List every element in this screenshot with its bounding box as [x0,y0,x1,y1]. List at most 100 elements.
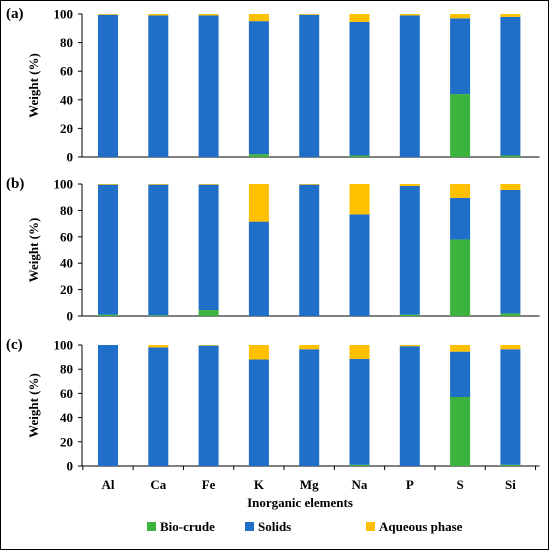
x-tick-label: Fe [202,477,216,492]
bar-solids-k [248,359,269,466]
legend-label: Solids [258,519,291,534]
bar-bio-crude-s [450,239,471,316]
bar-solids-s [450,18,471,95]
bar-bio-crude-al [98,314,118,316]
y-tick-label: 100 [54,7,74,22]
bar-aqueous-phase-s [450,345,471,352]
y-tick-label: 40 [60,92,73,107]
bar-aqueous-phase-fe [198,184,219,185]
y-tick-label: 80 [60,362,73,377]
bar-solids-al [98,14,118,158]
y-tick-label: 60 [60,64,73,79]
bar-aqueous-phase-ca [148,345,169,348]
bar-solids-fe [198,345,219,466]
x-tick-label: Si [505,477,516,492]
x-tick-label: Al [102,477,115,492]
bar-bio-crude-si [500,155,521,157]
bar-solids-p [399,185,420,315]
bar-solids-fe [198,184,219,311]
y-tick-label: 80 [60,35,73,50]
bar-solids-ca [148,15,169,158]
panel-label: (c) [6,337,23,353]
chart-panels: (a) Weight (%) 0 20 40 60 80 100 (b) Weight (%) 0 2… [6,6,540,474]
y-tick-label: 20 [60,282,73,297]
bar-bio-crude-s [450,94,471,157]
y-tick-label: 0 [67,150,74,165]
bar-aqueous-phase-na [349,345,370,359]
bar-solids-na [349,358,370,465]
legend: Bio-crude Solids Aqueous phase [147,519,463,534]
y-tick-label: 60 [60,386,73,401]
bar-solids-si [500,349,521,465]
bar-aqueous-phase-p [399,184,420,186]
x-tick-label: Mg [300,477,319,492]
bar-solids-s [450,351,471,398]
panel-label: (b) [6,176,24,192]
y-tick-label: 40 [60,410,73,425]
y-tick-label: 20 [60,121,73,136]
bar-solids-p [399,346,420,466]
bar-aqueous-phase-mg [299,14,320,15]
legend-item-solids: Solids [245,519,291,534]
bar-aqueous-phase-s [450,184,471,198]
legend-item-bio-crude: Bio-crude [147,519,215,534]
panel-label: (a) [6,6,24,22]
x-tick-label: Na [352,477,368,492]
legend-item-aqueous-phase: Aqueous phase [366,519,463,534]
legend-swatch [245,522,254,531]
y-tick-label: 80 [60,203,73,218]
bar-bio-crude-p [399,314,420,316]
panel-b: (b) Weight (%) 0 20 40 60 80 100 [6,176,540,324]
bar-aqueous-phase-al [98,184,118,185]
x-tick-label: Ca [150,477,166,492]
y-tick-label: 0 [67,309,74,324]
bar-solids-s [450,197,471,240]
bar-aqueous-phase-ca [148,14,169,16]
bar-solids-p [399,15,420,158]
y-axis-title: Weight (%) [26,218,41,283]
y-tick-label: 100 [54,338,74,353]
bar-solids-na [349,214,370,316]
bar-bio-crude-k [248,154,269,157]
bar-solids-mg [299,349,320,466]
bar-aqueous-phase-si [500,184,521,190]
bar-solids-ca [148,184,169,316]
legend-swatch [366,522,375,531]
y-axis-title: Weight (%) [26,373,41,438]
y-tick-label: 40 [60,256,73,271]
bar-aqueous-phase-k [248,345,269,360]
y-axis-title: Weight (%) [26,53,41,118]
panel-a: (a) Weight (%) 0 20 40 60 80 100 [6,6,540,165]
bar-aqueous-phase-na [349,184,370,215]
bar-solids-al [98,184,118,315]
bar-solids-na [349,21,370,156]
bar-solids-k [248,221,269,316]
x-tick-label: P [406,477,414,492]
bar-solids-k [248,21,269,155]
bar-solids-ca [148,347,169,466]
bar-aqueous-phase-s [450,14,471,19]
bar-aqueous-phase-na [349,14,370,22]
bar-solids-si [500,189,521,314]
bar-bio-crude-s [450,397,471,466]
bar-bio-crude-ca [148,315,169,316]
bar-solids-mg [299,14,320,158]
bar-bio-crude-si [500,313,521,316]
bar-bio-crude-na [349,464,370,466]
bar-aqueous-phase-k [248,184,269,222]
panel-c: (c) Weight (%) 0 20 40 60 80 100 [6,337,540,474]
shared-x-axis: Al Ca Fe K Mg Na P S Si [102,477,517,492]
legend-swatch [147,522,156,531]
y-tick-label: 60 [60,229,73,244]
bar-solids-fe [198,15,219,158]
x-tick-label: S [456,477,463,492]
x-axis-title: Inorganic elements [247,495,353,510]
bar-aqueous-phase-si [500,14,521,17]
bar-aqueous-phase-k [248,14,269,22]
bar-aqueous-phase-mg [299,345,320,350]
bar-bio-crude-si [500,464,521,466]
bar-aqueous-phase-al [98,14,118,15]
y-tick-label: 20 [60,434,73,449]
bar-solids-si [500,16,521,156]
